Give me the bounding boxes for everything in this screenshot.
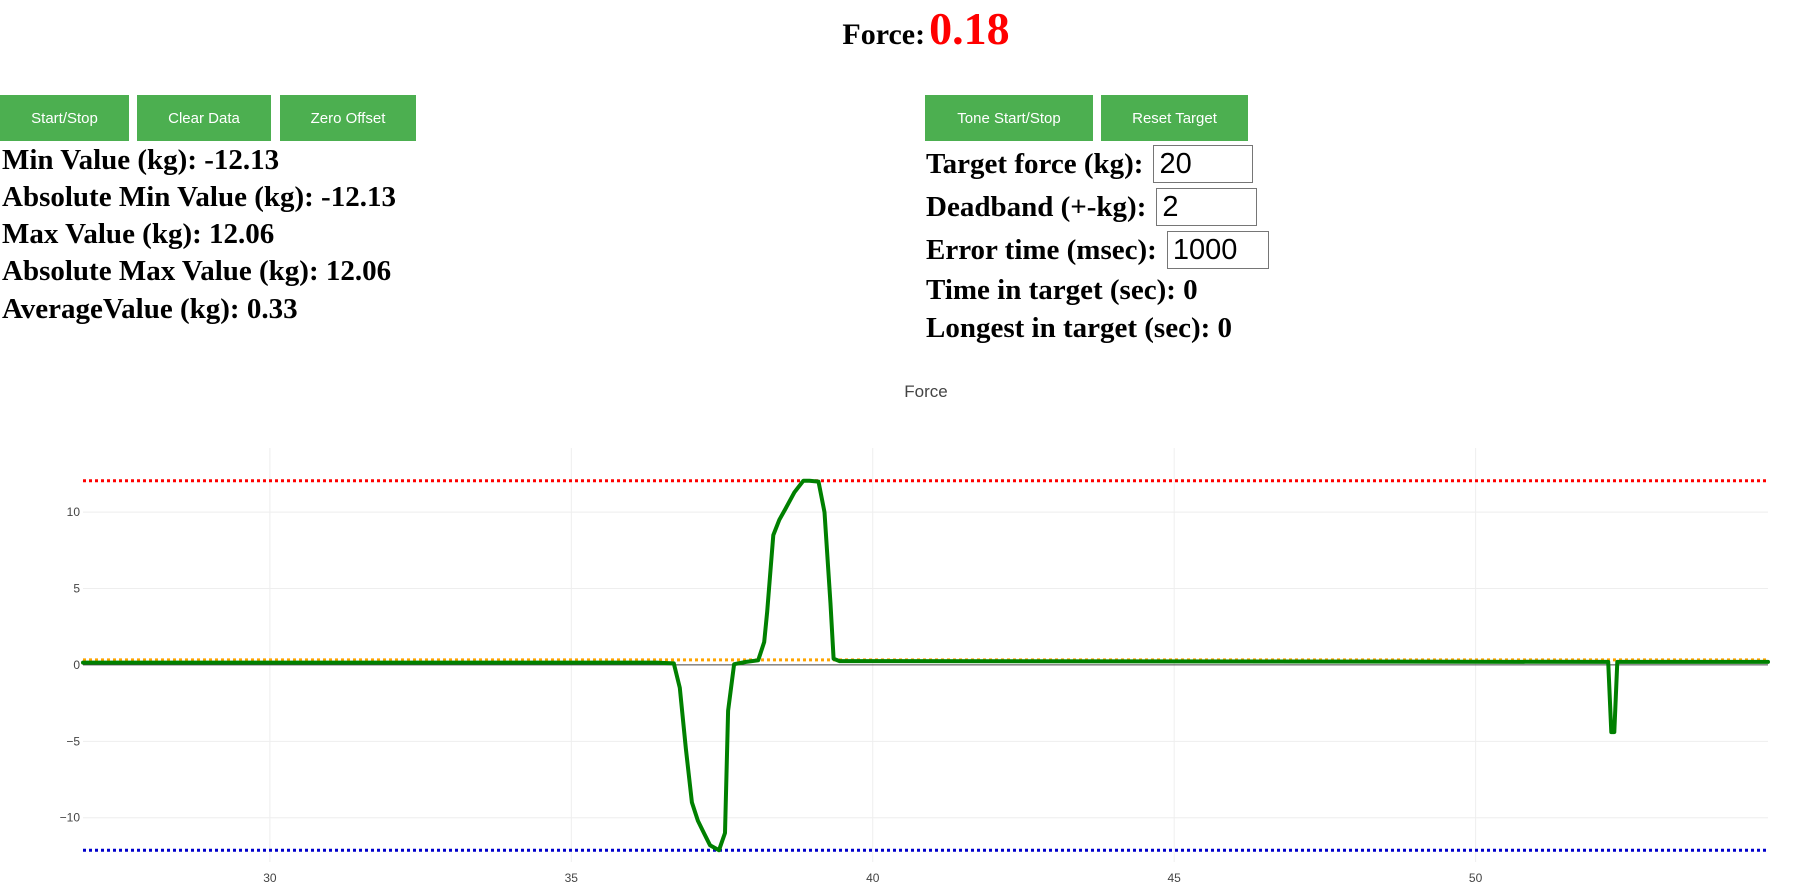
start-stop-button[interactable]: Start/Stop: [0, 95, 129, 141]
longest-in-target-label: Longest in target (sec):: [926, 312, 1211, 344]
max-value: 12.06: [209, 218, 275, 250]
average-value-label: AverageValue (kg):: [2, 293, 240, 325]
tone-start-stop-button[interactable]: Tone Start/Stop: [925, 95, 1093, 141]
deadband-label: Deadband (+-kg):: [926, 190, 1147, 223]
abs-max-value-label: Absolute Max Value (kg):: [2, 255, 319, 287]
y-tick-label: −5: [66, 734, 80, 748]
y-tick-label: −10: [60, 811, 81, 825]
y-tick-label: 10: [67, 505, 81, 519]
abs-max-value-row: Absolute Max Value (kg): 12.06: [2, 253, 391, 290]
force-readout: Force: 0.18: [0, 2, 1807, 55]
deadband-input[interactable]: [1156, 188, 1258, 226]
max-value-label: Max Value (kg):: [2, 218, 202, 250]
chart-series: [81, 478, 1770, 853]
x-tick-label: 30: [263, 871, 277, 885]
error-time-label: Error time (msec):: [926, 233, 1157, 266]
x-tick-label: 50: [1469, 871, 1483, 885]
chart-title: Force: [904, 382, 948, 401]
min-value-label: Min Value (kg):: [2, 144, 197, 176]
average-value: 0.33: [246, 293, 298, 325]
max-value-row: Max Value (kg): 12.06: [2, 216, 274, 253]
force-series-line: [81, 478, 1770, 853]
min-value: -12.13: [204, 144, 280, 176]
reset-target-button[interactable]: Reset Target: [1101, 95, 1248, 141]
chart-grid: [83, 448, 1768, 862]
abs-min-value-label: Absolute Min Value (kg):: [2, 181, 314, 213]
time-in-target-row: Time in target (sec): 0: [926, 272, 1198, 309]
target-force-row: Target force (kg):: [926, 145, 1254, 183]
time-in-target-value: 0: [1183, 274, 1198, 306]
error-time-input[interactable]: [1166, 231, 1269, 269]
abs-min-value-row: Absolute Min Value (kg): -12.13: [2, 179, 396, 216]
abs-min-value: -12.13: [321, 181, 396, 213]
x-tick-label: 40: [866, 871, 880, 885]
longest-in-target-row: Longest in target (sec): 0: [926, 310, 1232, 347]
zero-offset-button[interactable]: Zero Offset: [280, 95, 416, 141]
force-label: Force:: [842, 18, 926, 51]
error-time-row: Error time (msec):: [926, 231, 1269, 269]
chart-ticks: 30 35 40 45 50 −10 −5 0 5 10: [60, 505, 1483, 885]
average-value-row: AverageValue (kg): 0.33: [2, 291, 298, 328]
min-value-row: Min Value (kg): -12.13: [2, 142, 279, 179]
chart-reference-lines: [83, 479, 1768, 852]
y-tick-label: 0: [73, 658, 80, 672]
force-value: 0.18: [929, 3, 1010, 54]
clear-data-button[interactable]: Clear Data: [137, 95, 271, 141]
abs-max-value: 12.06: [325, 255, 392, 287]
time-in-target-label: Time in target (sec):: [926, 274, 1176, 306]
x-tick-label: 45: [1168, 871, 1182, 885]
x-tick-label: 35: [565, 871, 579, 885]
deadband-row: Deadband (+-kg):: [926, 188, 1258, 226]
target-force-label: Target force (kg):: [926, 147, 1144, 180]
target-force-input[interactable]: [1153, 145, 1254, 183]
longest-in-target-value: 0: [1217, 312, 1233, 344]
y-tick-label: 5: [73, 582, 80, 596]
